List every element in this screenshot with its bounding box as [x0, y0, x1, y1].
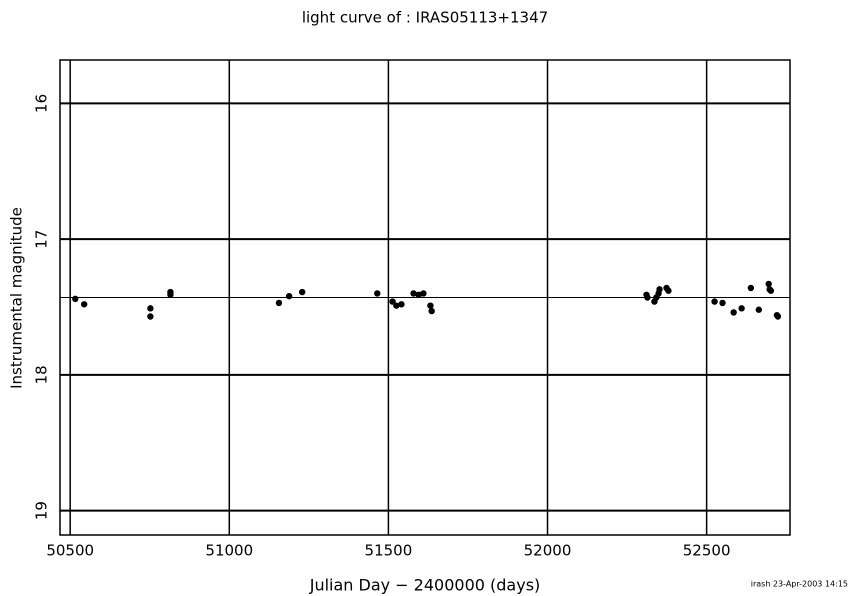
y-tick-label: 18	[33, 365, 51, 384]
footer: irash 23-Apr-2003 14:15	[751, 580, 848, 589]
data-point	[765, 280, 772, 288]
data-point	[147, 305, 154, 312]
x-tick-label: 52000	[524, 542, 572, 560]
x-axis-label: Julian Day − 2400000 (days)	[309, 576, 541, 595]
data-point	[774, 313, 782, 320]
x-tick-label: 51500	[365, 542, 413, 560]
x-tick-label: 51000	[205, 542, 253, 560]
data-point	[398, 301, 405, 308]
data-point	[285, 292, 293, 300]
data-point	[747, 284, 755, 292]
data-point	[147, 313, 154, 320]
data-point	[644, 294, 651, 301]
data-point	[80, 301, 88, 308]
data-point	[374, 290, 381, 297]
data-point	[656, 286, 663, 293]
data-point	[298, 288, 306, 296]
data-point	[719, 299, 726, 307]
chart-title: light curve of : IRAS05113+1347	[302, 9, 548, 27]
data-point	[767, 287, 775, 294]
data-point	[427, 302, 434, 309]
y-tick-label: 17	[33, 230, 51, 249]
data-point	[72, 295, 79, 303]
data-point	[389, 298, 396, 305]
data-point	[755, 306, 763, 313]
data-point	[711, 298, 718, 305]
data-point	[420, 290, 427, 297]
x-tick-label: 52500	[683, 542, 731, 560]
data-point	[167, 291, 174, 298]
data-point	[738, 305, 745, 312]
y-axis-label: Instrumental magnitude	[8, 207, 26, 389]
data-point	[275, 299, 283, 307]
data-point	[428, 307, 435, 315]
y-tick-label: 16	[33, 94, 51, 113]
data-point	[410, 290, 417, 297]
data-point	[393, 302, 400, 309]
x-tick-label: 50500	[46, 542, 94, 560]
data-point	[730, 309, 737, 316]
data-point	[665, 287, 672, 294]
y-tick-label: 19	[33, 501, 51, 520]
